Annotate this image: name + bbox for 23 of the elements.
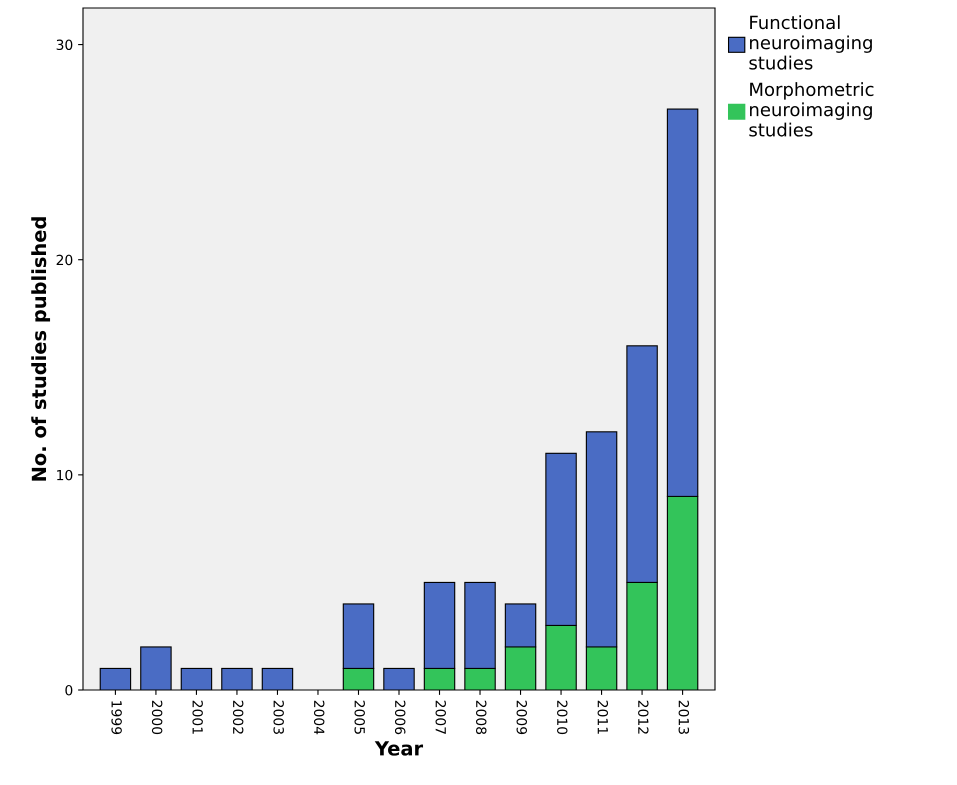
x-tick-label: 2005: [354, 700, 365, 734]
x-tick-label: 2001: [192, 700, 203, 734]
x-tick-label: 2003: [273, 700, 284, 734]
x-tick-label: 1999: [111, 701, 122, 734]
x-tick-label: 2010: [557, 700, 568, 734]
x-tick-label: 2002: [232, 700, 244, 734]
x-tick-label: 2013: [678, 700, 690, 734]
x-tick-label: 2004: [314, 700, 324, 734]
x-tick-label: 2011: [598, 700, 608, 734]
legend-label: Functional neuroimaging studies: [749, 15, 872, 70]
y-tick-label: 0: [65, 684, 72, 696]
x-tick-label: 2007: [435, 700, 446, 734]
y-tick-label: 20: [56, 254, 72, 266]
x-tick-label: 2006: [394, 700, 406, 734]
x-tick-label: 2009: [516, 700, 528, 734]
x-tick-label: 2000: [152, 700, 162, 734]
y-tick-label: 30: [56, 40, 72, 50]
legend-label: Morphometric neuroimaging studies: [749, 82, 874, 137]
x-tick-label: 2008: [476, 700, 486, 734]
x-axis-title: Year: [374, 741, 424, 756]
y-axis-title: No. of studies published: [31, 217, 50, 481]
x-tick-label: 2012: [638, 700, 649, 734]
y-tick-label: 10: [57, 470, 72, 480]
